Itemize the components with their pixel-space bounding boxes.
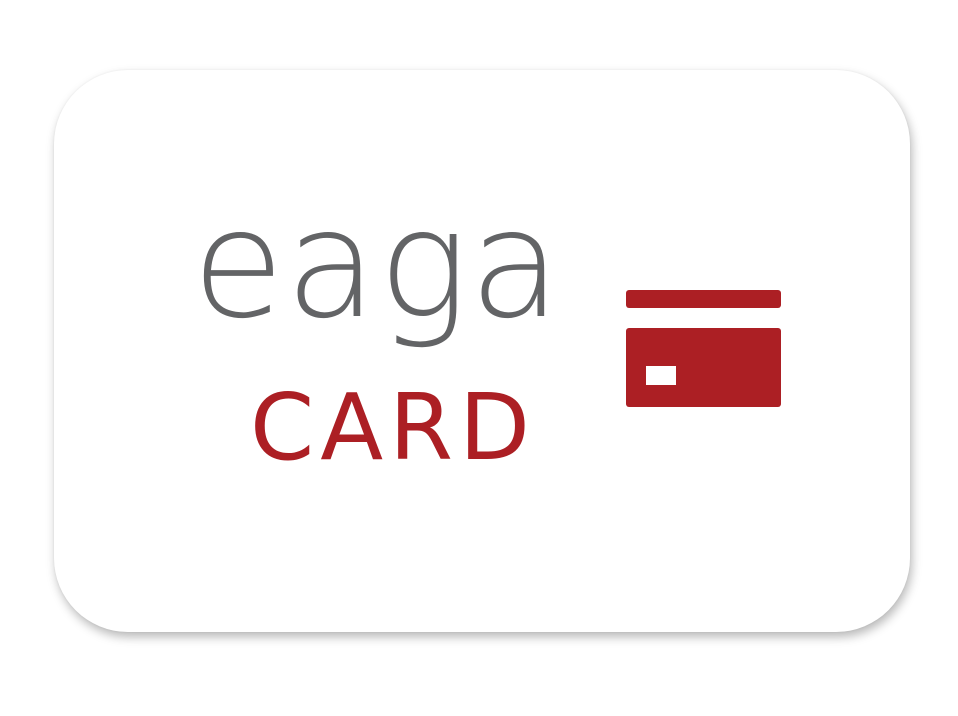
logo-subtitle: CARD [250,374,536,481]
logo-wordmark: eaga [192,178,563,352]
credit-card-icon [626,290,781,407]
